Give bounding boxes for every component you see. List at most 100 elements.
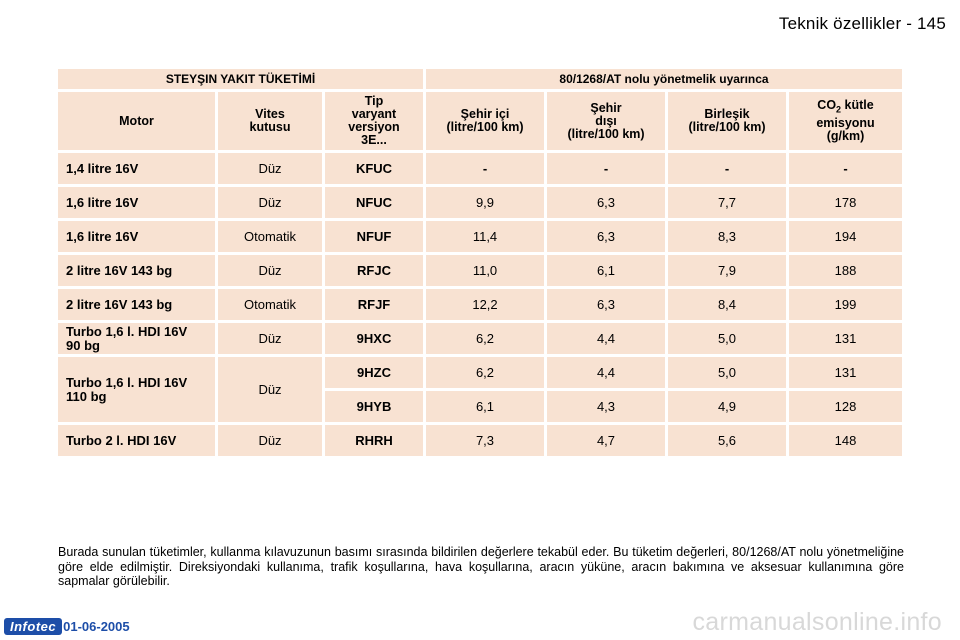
engine-cell: 2 litre 16V 143 bg xyxy=(58,255,215,286)
table-row: 2 litre 16V 143 bg Düz RFJC 11,0 6,1 7,9… xyxy=(58,255,903,286)
engine-line-2: 90 bg xyxy=(66,337,100,353)
variant-label-1: Tip xyxy=(364,94,384,108)
watermark: carmanualsonline.info xyxy=(692,608,942,636)
gearbox-cell: Otomatik xyxy=(218,289,322,320)
extra-urban-cell: 6,3 xyxy=(547,187,665,218)
table-row: 9HYB 6,1 4,3 4,9 128 xyxy=(58,391,903,422)
co2-label-suffix: kütle xyxy=(841,98,874,113)
variant-label-3: versiyon xyxy=(348,120,400,134)
extra-urban-cell: 4,4 xyxy=(547,357,665,388)
variant-label-2: varyant xyxy=(351,107,397,121)
combined-cell: 5,0 xyxy=(668,323,786,354)
co2-label-prefix: CO xyxy=(817,98,837,113)
engine-line-1: Turbo 1,6 l. HDI 16V xyxy=(66,323,188,339)
table-row: Turbo 1,6 l. HDI 16V 110 bg Düz 9HZC 6,2 … xyxy=(58,357,903,422)
extra-urban-cell: 4,4 xyxy=(547,323,665,354)
extra-urban-cell: 6,1 xyxy=(547,255,665,286)
group-header-directive: 80/1268/AT nolu yönetmelik uyarınca xyxy=(426,69,903,89)
variant-cell: NFUF xyxy=(325,221,423,252)
engine-cell: 1,6 litre 16V xyxy=(58,187,215,218)
gearbox-cell: Düz xyxy=(218,255,322,286)
variant-cell: 9HYB xyxy=(325,391,423,422)
column-header-extra-urban: Şehir dışı (litre/100 km) xyxy=(547,92,665,150)
gearbox-cell: Otomatik xyxy=(218,221,322,252)
urban-cell: 6,1 xyxy=(426,391,544,422)
extra-urban-label-3: (litre/100 km) xyxy=(567,126,645,141)
column-header-co2: CO2 kütle emisyonu (g/km) xyxy=(789,92,903,150)
gearbox-cell: Düz xyxy=(218,425,322,456)
column-header-combined: Birleşik (litre/100 km) xyxy=(668,92,786,150)
gearbox-label-1: Vites xyxy=(255,107,285,121)
urban-cell: 11,0 xyxy=(426,255,544,286)
engine-cell: Turbo 1,6 l. HDI 16V 110 bg xyxy=(58,357,215,422)
engine-cell: Turbo 2 l. HDI 16V xyxy=(58,425,215,456)
variant-cell: KFUC xyxy=(325,153,423,184)
engine-cell: 1,4 litre 16V xyxy=(58,153,215,184)
combined-cell: - xyxy=(668,153,786,184)
co2-label-3: (g/km) xyxy=(826,128,865,143)
engine-line-2: 110 bg xyxy=(66,388,107,404)
print-date: 01-06-2005 xyxy=(63,618,130,634)
combined-cell: 7,9 xyxy=(668,255,786,286)
variant-cell: 9HZC xyxy=(325,357,423,388)
table-row: 1,4 litre 16V Düz KFUC - - - - xyxy=(58,153,903,184)
motor-label: Motor xyxy=(119,113,154,128)
table-row: Turbo 1,6 l. HDI 16V 90 bg Düz 9HXC 6,2 4… xyxy=(58,323,903,354)
urban-cell: 12,2 xyxy=(426,289,544,320)
urban-cell: 11,4 xyxy=(426,221,544,252)
table-column-header-row: Motor Vites kutusu Tip varyant versiyon 3E..… xyxy=(58,92,903,150)
infotec-logo: Infotec xyxy=(4,617,63,635)
co2-cell: 178 xyxy=(789,187,903,218)
co2-cell: 128 xyxy=(789,391,903,422)
page-title: Teknik özellikler - 145 xyxy=(778,14,946,33)
extra-urban-cell: 4,3 xyxy=(547,391,665,422)
urban-cell: 9,9 xyxy=(426,187,544,218)
co2-cell: 188 xyxy=(789,255,903,286)
table-row: 1,6 litre 16V Düz NFUC 9,9 6,3 7,7 178 xyxy=(58,187,903,218)
combined-label-2: (litre/100 km) xyxy=(688,120,766,134)
engine-cell: Turbo 1,6 l. HDI 16V 90 bg xyxy=(58,323,215,354)
co2-cell: 194 xyxy=(789,221,903,252)
combined-cell: 7,7 xyxy=(668,187,786,218)
combined-cell: 8,3 xyxy=(668,221,786,252)
table-group-header-row: STEYŞIN YAKIT TÜKETİMİ 80/1268/AT nolu y… xyxy=(58,69,903,89)
urban-cell: 6,2 xyxy=(426,323,544,354)
extra-urban-label-2: dışı xyxy=(595,113,617,128)
urban-cell: 6,2 xyxy=(426,357,544,388)
combined-label-1: Birleşik xyxy=(704,107,750,121)
consumption-note: Burada sunulan tüketimler, kullanma kıla… xyxy=(58,545,904,588)
co2-cell: 131 xyxy=(789,357,903,388)
co2-label-sub: 2 xyxy=(836,104,842,115)
extra-urban-cell: 6,3 xyxy=(547,289,665,320)
engine-line-1: Turbo 1,6 l. HDI 16V xyxy=(66,374,188,390)
variant-cell: NFUC xyxy=(325,187,423,218)
variant-label-4: 3E... xyxy=(361,133,387,147)
column-header-gearbox: Vites kutusu xyxy=(218,92,322,150)
gearbox-cell: Düz xyxy=(218,153,322,184)
gearbox-cell: Düz xyxy=(218,323,322,354)
extra-urban-cell: 4,7 xyxy=(547,425,665,456)
variant-cell: RFJF xyxy=(325,289,423,320)
engine-cell: 2 litre 16V 143 bg xyxy=(58,289,215,320)
column-header-variant: Tip varyant versiyon 3E... xyxy=(325,92,423,150)
footer: Infotec 01-06-2005 xyxy=(4,616,130,636)
urban-label-2: (litre/100 km) xyxy=(446,120,524,134)
combined-cell: 4,9 xyxy=(668,391,786,422)
variant-cell: RFJC xyxy=(325,255,423,286)
extra-urban-cell: 6,3 xyxy=(547,221,665,252)
fuel-consumption-table: STEYŞIN YAKIT TÜKETİMİ 80/1268/AT nolu y… xyxy=(55,66,905,459)
urban-cell: 7,3 xyxy=(426,425,544,456)
co2-cell: 148 xyxy=(789,425,903,456)
combined-cell: 5,0 xyxy=(668,357,786,388)
table-row: 1,6 litre 16V Otomatik NFUF 11,4 6,3 8,3… xyxy=(58,221,903,252)
urban-cell: - xyxy=(426,153,544,184)
extra-urban-cell: - xyxy=(547,153,665,184)
table-row: 2 litre 16V 143 bg Otomatik RFJF 12,2 6,… xyxy=(58,289,903,320)
gearbox-cell: Düz xyxy=(218,357,322,422)
extra-urban-label-1: Şehir xyxy=(590,100,622,115)
table-row: Turbo 2 l. HDI 16V Düz RHRH 7,3 4,7 5,6 … xyxy=(58,425,903,456)
co2-cell: 199 xyxy=(789,289,903,320)
co2-cell: 131 xyxy=(789,323,903,354)
co2-label-2: emisyonu xyxy=(816,115,875,130)
combined-cell: 5,6 xyxy=(668,425,786,456)
